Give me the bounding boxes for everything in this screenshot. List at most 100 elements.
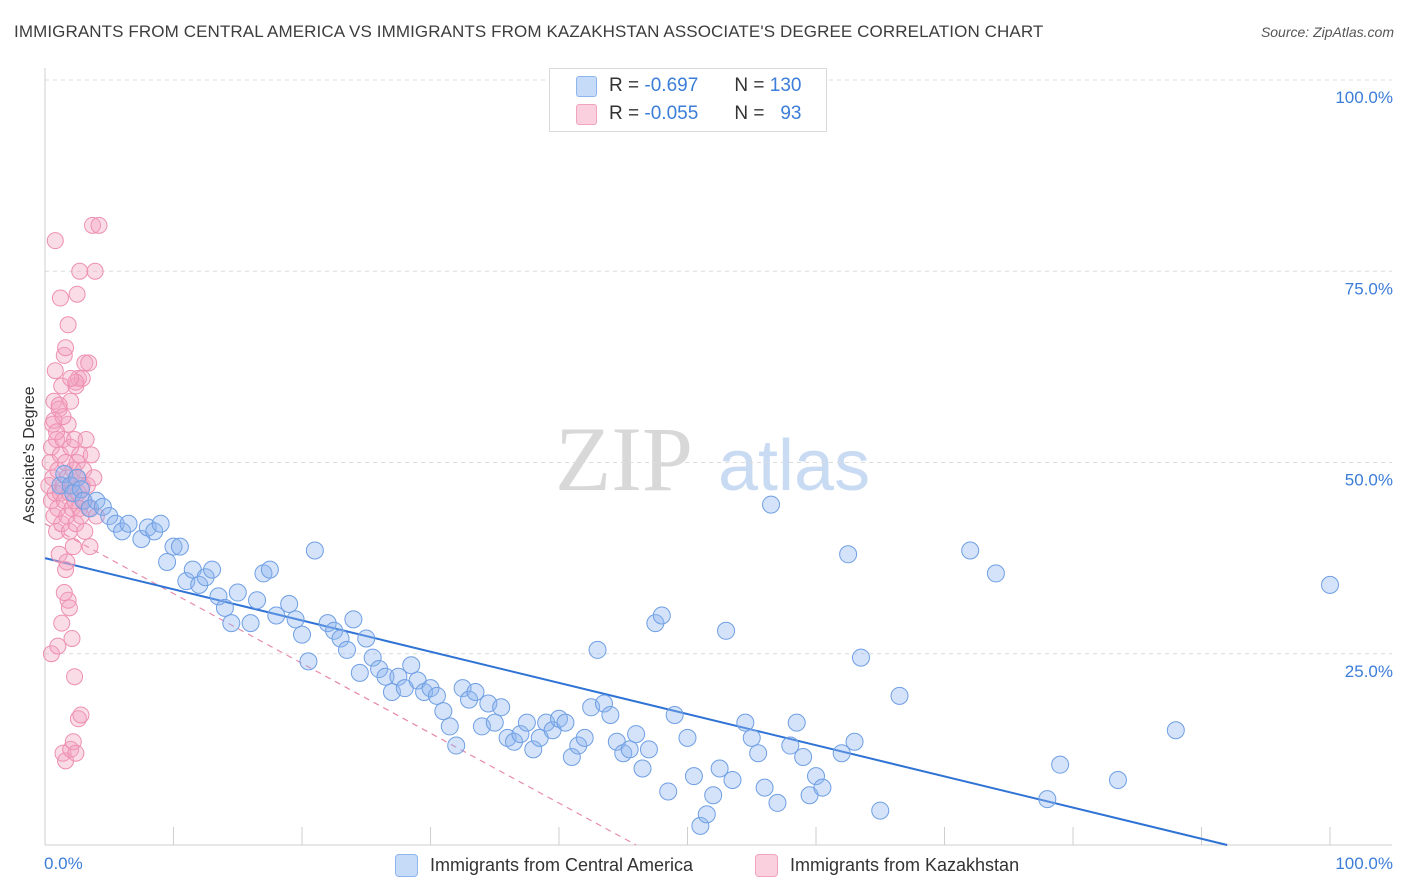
central-america-point [755,778,774,797]
central-america-point [196,568,215,587]
central-america-point [601,705,620,724]
central-america-point [1321,575,1339,594]
kazakhstan-point [60,599,78,617]
y-tick-label: 50.0% [1345,471,1393,490]
central-america-point [363,648,382,667]
central-america-point [768,793,787,812]
kazakhstan-point [66,668,84,686]
central-america-point [588,640,607,659]
kazakhstan-point [76,522,94,540]
watermark-atlas: atlas [718,426,870,506]
central-america-point [305,541,324,560]
central-america-point [749,744,768,763]
central-america-point [1051,755,1070,774]
central-america-point [370,660,389,679]
kazakhstan-point [80,354,98,372]
central-america-point [1108,770,1127,789]
kazakhstan-point [58,553,76,571]
kazakhstan-point [51,289,69,307]
central-america-point [1166,721,1185,740]
central-america-point [113,522,132,541]
central-america-point [845,732,864,751]
central-america-point [318,614,337,633]
central-america-point [787,713,806,732]
legend-r-label: R = [609,103,640,124]
x-tick-labels: 0.0% 100.0% [44,854,1393,873]
central-america-point [151,514,170,533]
legend-r-value: -0.697 [644,75,699,96]
legend-row-kazakhstan: R = -0.055 N = 93 [550,101,801,127]
central-america-point [100,507,119,526]
central-america-point [299,652,318,671]
kazakhstan-point [84,216,102,234]
central-america-point [190,575,209,594]
central-america-point [286,610,305,629]
central-america-point [710,759,729,778]
central-america-point [652,606,671,625]
central-america-point [402,656,421,675]
watermark-zip: ZIP [555,408,693,510]
y-tick-label: 75.0% [1345,279,1393,298]
central-america-point [794,748,813,767]
grid-lines [45,79,1392,655]
central-america-point [106,514,125,533]
central-america-point [350,663,369,682]
central-america-point [807,767,825,786]
bottom-legend-kazakhstan: Immigrants from Kazakhstan [755,852,1019,878]
central-america-point [665,705,684,724]
kazakhstan-point [68,285,86,303]
central-america-point [325,621,344,640]
central-america-point [158,552,177,571]
legend-swatch-pink [576,103,597,125]
kazakhstan-point [63,629,81,647]
central-america-point [164,537,183,556]
kazakhstan-point [90,216,108,234]
kazakhstan-trend-line [44,523,637,846]
central-america-point [678,728,697,747]
central-america-point [832,744,851,763]
legend-r-value: -0.055 [644,103,699,124]
kazakhstan-point [67,744,85,762]
central-america-point [80,499,99,518]
central-america-point [524,740,543,759]
kazakhstan-point [82,446,100,464]
central-america-point [575,728,594,747]
central-america-point [434,702,453,721]
central-america-point [511,725,530,744]
stats-legend: R = -0.697 N = 130 R = -0.055 N = 93 [549,68,827,132]
y-tick-labels: 100.0% 75.0% 50.0% 25.0% [1335,88,1393,681]
central-america-point [421,679,440,698]
chart-title: IMMIGRANTS FROM CENTRAL AMERICA VS IMMIG… [14,22,1044,41]
central-america-point [241,614,260,633]
central-america-point [170,537,189,556]
bottom-legend-swatch-blue [395,853,418,877]
central-america-point [357,629,376,648]
kazakhstan-point [59,316,77,334]
central-america-point [633,759,652,778]
kazakhstan-point [48,423,66,441]
central-america-point [344,610,363,629]
trend-lines [44,523,1228,846]
central-america-trend-line [44,557,1228,846]
central-america-point [890,686,909,705]
central-america-point [691,816,710,835]
central-america-point [697,805,716,824]
central-america-point [556,713,575,732]
central-america-point [871,801,890,820]
kazakhstan-point [87,507,105,525]
central-america-point [215,598,234,617]
kazakhstan-point [54,408,72,426]
kazakhstan-point [81,538,99,556]
central-america-point [781,736,800,755]
y-axis-title: Associate's Degree [21,386,38,523]
central-america-point [460,690,479,709]
bottom-legend-swatch-pink [755,853,778,877]
x-tick-label: 0.0% [44,854,83,873]
central-america-point [851,648,870,667]
bottom-legend-label: Immigrants from Kazakhstan [790,854,1020,875]
kazakhstan-point [46,232,64,250]
central-america-point [505,732,524,751]
y-tick-label: 25.0% [1345,662,1393,681]
central-america-point [293,625,311,644]
